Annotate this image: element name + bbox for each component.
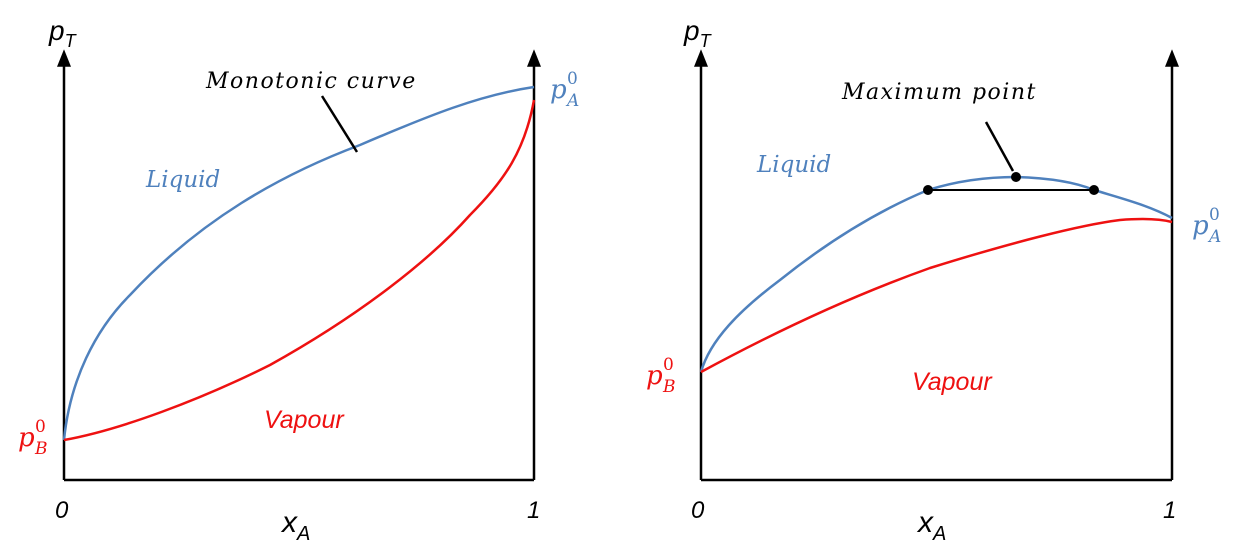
left-diagram: Monotonic curve Liquid Vapour pT xA 0 1 … (18, 15, 579, 545)
svg-text:p: p (18, 423, 35, 453)
left-x-axis-label: xA (280, 506, 310, 545)
svg-text:0: 0 (567, 69, 578, 89)
svg-text:A: A (565, 91, 579, 111)
svg-text:0: 0 (1209, 205, 1220, 225)
right-pA-label: p 0 A (1192, 205, 1221, 247)
right-point-right (1089, 185, 1099, 195)
right-region-liquid: Liquid (756, 152, 831, 178)
svg-text:B: B (662, 377, 676, 397)
svg-text:0: 0 (35, 417, 46, 437)
svg-text:A: A (1207, 227, 1221, 247)
right-y-axis-label: pT (683, 15, 713, 51)
svg-text:p: p (1192, 211, 1209, 241)
left-pB-label: p 0 B (18, 417, 48, 459)
right-liquid-curve (699, 175, 1173, 373)
right-annotation: Maximum point (841, 80, 1037, 105)
right-point-left (923, 185, 933, 195)
left-pA-label: p 0 A (550, 69, 579, 111)
right-tick-0: 0 (691, 497, 705, 524)
right-point-maximum (1011, 172, 1021, 182)
left-vapour-curve (63, 99, 536, 442)
right-tick-1: 1 (1163, 497, 1176, 524)
right-pB-label: p 0 B (646, 355, 676, 397)
right-vapour-curve (700, 217, 1173, 374)
left-region-liquid: Liquid (145, 167, 220, 193)
right-region-vapour: Vapour (912, 368, 993, 396)
right-diagram: Maximum point Liquid Vapour pT xA 0 1 p … (646, 15, 1221, 545)
svg-text:p: p (646, 361, 663, 391)
right-annotation-leader (984, 121, 1015, 172)
left-tick-0: 0 (55, 497, 69, 524)
svg-text:0: 0 (663, 355, 674, 375)
svg-text:B: B (34, 439, 48, 459)
right-x-axis-label: xA (916, 506, 946, 545)
left-region-vapour: Vapour (264, 406, 345, 434)
left-tick-1: 1 (527, 497, 540, 524)
svg-text:p: p (550, 75, 567, 105)
left-y-axis-label: pT (48, 15, 78, 51)
left-liquid-curve (62, 85, 535, 441)
left-annotation-leader (320, 95, 359, 153)
left-annotation: Monotonic curve (205, 69, 417, 94)
